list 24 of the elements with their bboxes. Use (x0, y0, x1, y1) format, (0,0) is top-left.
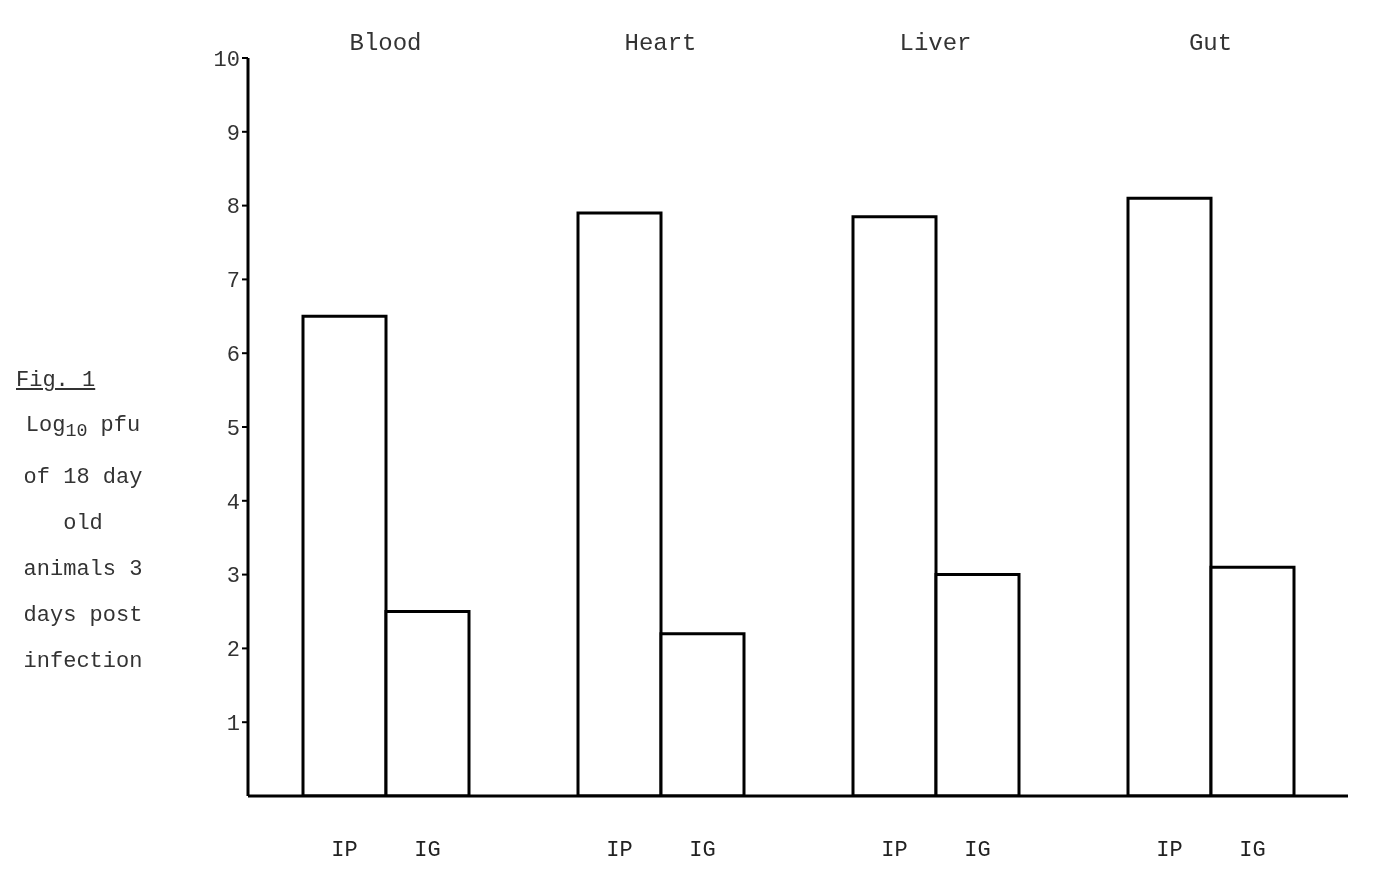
x-tick-label: Gut (1188, 30, 1233, 57)
text: IG (964, 838, 991, 863)
x-tick-label: Blood (349, 30, 422, 57)
y-tick-label: 6 (226, 343, 240, 369)
y-tick-label: 8 (226, 195, 240, 221)
y-tick-label: 10 (213, 47, 240, 73)
y-tick-label: 5 (226, 416, 240, 442)
y-tick-label: 4 (226, 490, 240, 516)
text: IG (689, 838, 716, 863)
text: IP (1156, 838, 1183, 863)
y-tick-label: 9 (226, 121, 240, 147)
x-tick-label: Liver (899, 30, 972, 57)
y-tick-label: 7 (226, 269, 240, 295)
text: Fig. 1 (15, 368, 97, 393)
series-label: IG (414, 838, 441, 863)
text: IP (881, 838, 908, 863)
text: Log$_{10}$ pfu of 18 day old animals 3 days post infection (23, 413, 143, 675)
series-label: IP (331, 838, 358, 863)
x-tick-label: Heart (624, 30, 697, 57)
text: IP (606, 838, 633, 863)
y-tick-label: 1 (226, 712, 240, 738)
y-tick-label: 2 (226, 638, 240, 664)
y-tick-label: 3 (226, 564, 240, 590)
text: IG (1239, 838, 1266, 863)
